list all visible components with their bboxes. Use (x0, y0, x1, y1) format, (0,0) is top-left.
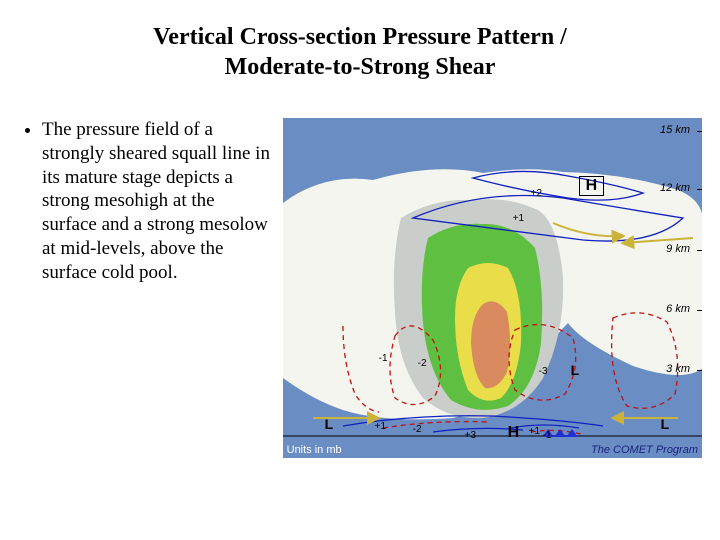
mesolow-marker: L (661, 416, 670, 432)
cross-section-diagram: Units in mb The COMET Program 15 km 12 km… (283, 118, 702, 458)
contour-label: +1 (529, 426, 540, 437)
contour-label: -1 (379, 353, 388, 364)
contour-label: -1 (543, 430, 552, 441)
mesohigh-marker: H (508, 424, 520, 442)
mesolow-marker: L (571, 362, 580, 378)
bullet-text: The pressure field of a strongly sheared… (18, 118, 283, 458)
contour-label: -2 (418, 358, 427, 369)
altitude-label: 12 km (660, 182, 690, 194)
mesohigh-marker: H (579, 176, 605, 196)
contour-label: +1 (513, 213, 524, 224)
contour-label: -3 (539, 366, 548, 377)
title-line-1: Vertical Cross-section Pressure Pattern … (0, 22, 720, 52)
mesolow-marker: L (325, 416, 334, 432)
contour-label: +1 (375, 421, 386, 432)
altitude-label: 6 km (666, 303, 690, 315)
contour-label: -2 (413, 424, 422, 435)
units-label: Units in mb (287, 444, 342, 456)
contour-label: +3 (465, 430, 476, 441)
title-line-2: Moderate-to-Strong Shear (0, 52, 720, 82)
altitude-label: 15 km (660, 124, 690, 136)
altitude-label: 9 km (666, 243, 690, 255)
bullet-item: The pressure field of a strongly sheared… (42, 118, 271, 284)
contour-label: +2 (531, 188, 542, 199)
altitude-label: 3 km (666, 363, 690, 375)
credit-label: The COMET Program (591, 444, 698, 456)
